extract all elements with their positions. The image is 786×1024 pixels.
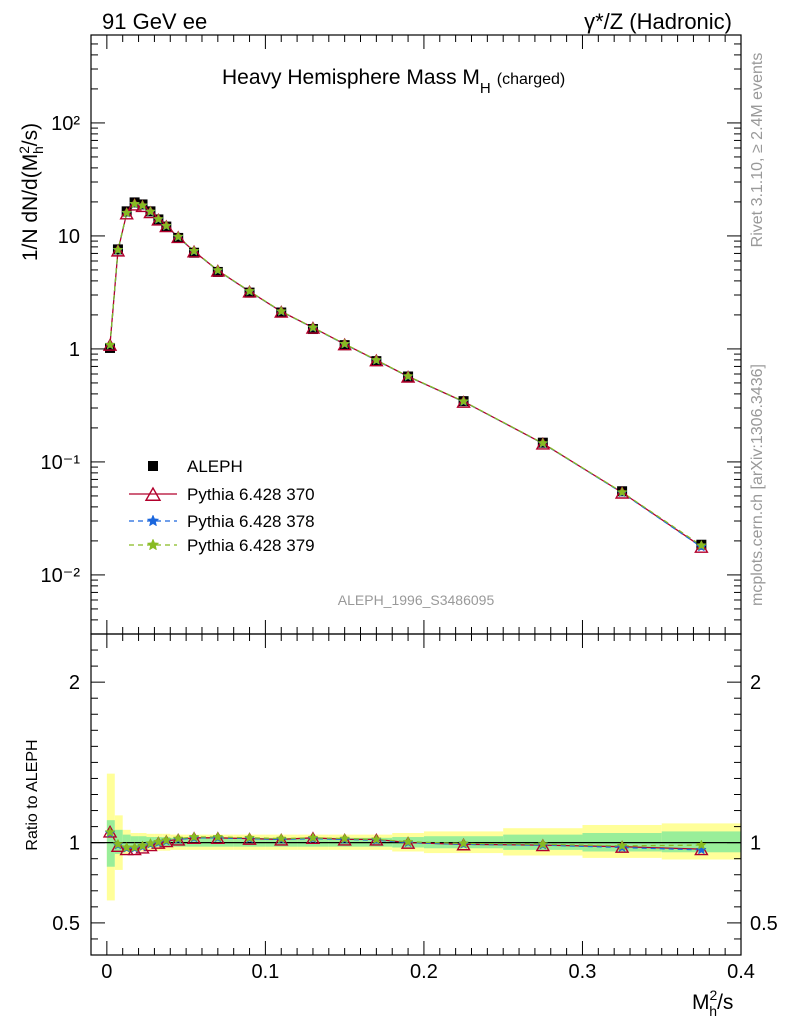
ratio-tick-label-right: 1 xyxy=(750,833,761,855)
mcplots-label: mcplots.cern.ch [arXiv:1306.3436] xyxy=(749,364,766,606)
data-point-series-3 xyxy=(339,338,351,349)
data-point-series-3 xyxy=(104,339,116,350)
legend-marker-aleph xyxy=(148,461,158,471)
data-point-series-1 xyxy=(127,197,142,211)
data-point-series-3 xyxy=(160,220,172,231)
x-tick-label: 0.4 xyxy=(727,961,755,983)
ratio-point-series-3 xyxy=(458,837,469,849)
ratio-point-series-3 xyxy=(188,831,200,842)
chart-title: Heavy Hemisphere Mass MH(charged) xyxy=(222,66,565,97)
ratio-tick-label-left: 1 xyxy=(69,833,80,855)
ratio-plot-frame xyxy=(90,633,742,956)
ratio-point-series-3 xyxy=(129,841,141,853)
data-point-series-3 xyxy=(370,354,382,365)
data-point-series-3 xyxy=(537,437,549,448)
data-point-series-3 xyxy=(121,207,133,218)
data-point-series-3 xyxy=(275,305,287,316)
x-axis-label: M2 h/s xyxy=(692,987,733,1019)
data-point-series-3 xyxy=(307,321,319,333)
ratio-point-series-3 xyxy=(370,833,382,845)
ratio-point-series-3 xyxy=(402,836,414,847)
y-tick-label: 1 xyxy=(69,339,80,361)
legend-marker-1 xyxy=(144,486,162,501)
ratio-band-group xyxy=(91,773,741,901)
ratio-band-inner xyxy=(106,820,115,867)
ratio-point-series-1 xyxy=(110,839,126,853)
rivet-label: Rivet 3.1.10, ≥ 2.4M events xyxy=(749,53,766,248)
ratio-point-series-3 xyxy=(152,836,164,847)
ratio-point-series-3 xyxy=(160,834,172,845)
data-point-series-3 xyxy=(145,205,156,217)
data-point-series-3 xyxy=(129,198,141,209)
data-point-series-3 xyxy=(137,199,148,211)
legend-label-0: ALEPH xyxy=(187,457,243,476)
ratio-point-series-3 xyxy=(112,838,124,849)
ratio-point-series-2 xyxy=(695,844,707,855)
ratio-tick-label-left: 0.5 xyxy=(52,913,80,935)
ratio-point-series-3 xyxy=(537,838,549,849)
ratio-point-series-3 xyxy=(137,840,148,851)
data-point-series-3 xyxy=(402,370,414,381)
data-point-series-1 xyxy=(110,243,126,257)
ratio-point-series-3 xyxy=(275,832,287,844)
ratio-point-series-3 xyxy=(172,832,184,844)
data-point-series-1 xyxy=(119,206,134,220)
data-point-series-3 xyxy=(112,244,124,255)
x-tick-label: 0 xyxy=(101,961,112,983)
ratio-point-series-3 xyxy=(695,839,707,850)
ratio-point-series-3 xyxy=(145,837,156,849)
ratio-point-series-1 xyxy=(127,842,142,856)
y-tick-label: 10 xyxy=(58,226,80,248)
legend-marker-3 xyxy=(146,538,160,551)
legend-label-3: Pythia 6.428 379 xyxy=(187,536,315,555)
data-point-series-3 xyxy=(695,539,707,551)
legend-marker-2 xyxy=(146,514,160,527)
x-tick-label: 0.1 xyxy=(251,961,279,983)
ratio-point-series-1 xyxy=(119,842,134,856)
y-tick-label: 10⁻¹ xyxy=(41,452,81,474)
data-point-series-3 xyxy=(188,245,200,256)
header-right: γ*/Z (Hadronic) xyxy=(584,9,732,34)
data-point-series-3 xyxy=(244,285,255,296)
header-left: 91 GeV ee xyxy=(102,9,207,34)
data-point-series-3 xyxy=(458,395,469,406)
ratio-tick-label-right: 0.5 xyxy=(750,913,778,935)
ticks-group: 0 0.1 0.2 0.3 0.4 10⁻² 10⁻¹ 1 10 10² 0.5 0.5 1 1 2 2 xyxy=(41,34,778,983)
y-tick-label: 10² xyxy=(51,113,80,135)
ratio-point-series-1 xyxy=(159,834,174,848)
ratio-line-3 xyxy=(109,831,702,849)
ratio-point-series-3 xyxy=(307,832,319,843)
data-point-series-3 xyxy=(212,264,224,275)
ratio-point-series-3 xyxy=(339,832,351,844)
ratio-point-series-3 xyxy=(212,831,224,842)
legend-label-1: Pythia 6.428 370 xyxy=(187,485,315,504)
data-point-series-3 xyxy=(152,213,164,224)
ratio-point-series-3 xyxy=(104,826,116,837)
ratio-axis-label: Ratio to ALEPH xyxy=(24,739,41,850)
legend: ALEPH Pythia 6.428 370 Pythia 6.428 378 Pyt… xyxy=(129,457,315,555)
data-point-aleph xyxy=(105,342,116,353)
ratio-tick-label-left: 2 xyxy=(69,672,80,694)
data-point-series-1 xyxy=(135,199,150,213)
data-point-series-3 xyxy=(616,486,628,497)
ratio-point-series-3 xyxy=(616,840,628,851)
data-point-series-3 xyxy=(172,231,184,242)
ratio-band-inner xyxy=(130,836,139,848)
ratio-band-inner xyxy=(122,834,131,850)
data-point-series-1 xyxy=(143,205,158,219)
ratio-point-series-3 xyxy=(244,832,255,843)
x-tick-label: 0.2 xyxy=(410,961,438,983)
y-tick-label: 10⁻² xyxy=(41,565,81,587)
series-markers-group xyxy=(102,197,709,856)
x-tick-label: 0.3 xyxy=(569,961,597,983)
legend-label-2: Pythia 6.428 378 xyxy=(187,512,315,531)
ratio-line-2 xyxy=(109,832,702,851)
y-axis-label: 1/N dN/d(M2h/s) xyxy=(16,123,46,261)
analysis-label: ALEPH_1996_S3486095 xyxy=(338,592,495,608)
ratio-tick-label-right: 2 xyxy=(750,672,761,694)
